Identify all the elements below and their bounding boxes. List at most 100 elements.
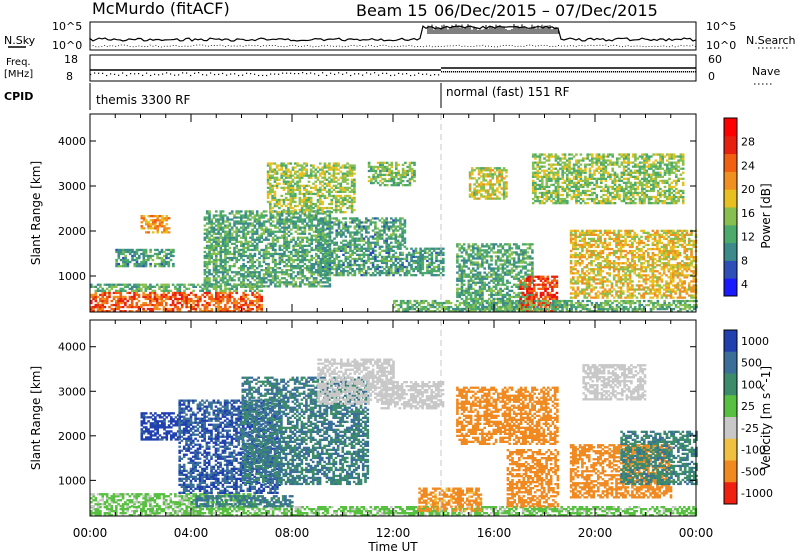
heatmap-cell [337, 182, 340, 185]
heatmap-cell [413, 173, 416, 177]
heatmap-cell [165, 287, 168, 290]
heatmap-cell [294, 226, 298, 229]
heatmap-cell [419, 263, 422, 267]
heatmap-cell [358, 227, 361, 230]
heatmap-cell [493, 189, 497, 192]
heatmap-cell [523, 279, 527, 282]
heatmap-cell [328, 217, 332, 220]
heatmap-cell [531, 187, 535, 191]
heatmap-cell [303, 208, 306, 212]
heatmap-cell [428, 271, 431, 275]
heatmap-cell [305, 250, 309, 254]
heatmap-cell [367, 241, 370, 244]
heatmap-cell [339, 211, 343, 214]
heatmap-cell [178, 285, 182, 288]
heatmap-cell [360, 237, 363, 240]
heatmap-cell [269, 244, 273, 247]
heatmap-cell [330, 200, 333, 204]
heatmap-cell [278, 236, 282, 239]
heatmap-cell [428, 253, 431, 256]
heatmap-cell [344, 235, 348, 238]
heatmap-cell [221, 281, 225, 284]
heatmap-cell [217, 230, 220, 233]
heatmap-cell [258, 226, 261, 229]
heatmap-cell [476, 297, 480, 301]
heatmap-cell [156, 217, 159, 220]
heatmap-cell [512, 265, 516, 268]
heatmap-cell [289, 206, 293, 210]
heatmap-cell [296, 212, 300, 215]
heatmap-cell [251, 277, 254, 280]
heatmap-cell [346, 261, 350, 265]
heatmap-cell [240, 222, 243, 225]
heatmap-cell [310, 281, 313, 284]
heatmap-cell [494, 297, 498, 301]
heatmap-cell [340, 271, 343, 275]
heatmap-cell [332, 166, 336, 169]
heatmap-cell [546, 275, 550, 278]
heatmap-cell [284, 176, 288, 179]
nave-trace [378, 74, 380, 76]
heatmap-cell [153, 265, 157, 268]
heatmap-cell [472, 261, 475, 264]
heatmap-cell [526, 273, 530, 276]
heatmap-cell [469, 245, 473, 248]
heatmap-cell [515, 283, 518, 286]
heatmap-cell [330, 198, 333, 202]
heatmap-cell [258, 262, 261, 266]
heatmap-cell [174, 287, 177, 290]
heatmap-cell [194, 295, 198, 299]
heatmap-cell [328, 210, 332, 213]
heatmap-cell [497, 275, 500, 278]
heatmap-cell [528, 287, 531, 290]
heatmap-cell [337, 225, 341, 228]
heatmap-cell [553, 279, 556, 282]
heatmap-cell [330, 253, 334, 256]
heatmap-cell [294, 248, 298, 252]
heatmap-cell [224, 232, 227, 235]
heatmap-cell [524, 271, 527, 274]
heatmap-cell [249, 248, 252, 252]
heatmap-cell [469, 263, 473, 266]
heatmap-cell [290, 258, 293, 262]
heatmap-cell [149, 293, 152, 297]
heatmap-cell [235, 303, 238, 307]
heatmap-cell [308, 224, 311, 227]
heatmap-cell [376, 259, 379, 263]
heatmap-cell [314, 180, 318, 183]
heatmap-cell [287, 182, 290, 185]
heatmap-cell [315, 260, 318, 264]
heatmap-cell [271, 232, 275, 235]
heatmap-cell [246, 297, 250, 301]
heatmap-cell [283, 224, 286, 227]
heatmap-cell [158, 225, 162, 228]
heatmap-cell [230, 291, 234, 295]
heatmap-cell [399, 263, 402, 267]
heatmap-cell [307, 206, 311, 210]
heatmap-cell [358, 237, 361, 240]
heatmap-cell [515, 253, 518, 256]
heatmap-cell [298, 184, 302, 187]
heatmap-cell [284, 182, 288, 185]
heatmap-cell [337, 194, 340, 198]
heatmap-cell [346, 269, 350, 273]
heatmap-cell [265, 252, 268, 256]
heatmap-cell [326, 263, 329, 267]
heatmap-cell [374, 171, 378, 175]
heatmap-cell [481, 275, 484, 278]
heatmap-cell [480, 189, 483, 192]
heatmap-cell [388, 171, 391, 175]
heatmap-cell [249, 254, 252, 258]
heatmap-cell [344, 221, 348, 224]
heatmap-cell [515, 275, 518, 278]
heatmap-cell [403, 265, 407, 269]
power-heatmap-cells [90, 153, 698, 313]
heatmap-cell [358, 257, 361, 261]
heatmap-cell [255, 267, 259, 270]
heatmap-cell [274, 283, 277, 286]
heatmap-cell [212, 271, 216, 274]
heatmap-cell [294, 254, 298, 258]
heatmap-cell [212, 248, 216, 252]
heatmap-cell [171, 310, 175, 313]
heatmap-cell [171, 291, 175, 295]
